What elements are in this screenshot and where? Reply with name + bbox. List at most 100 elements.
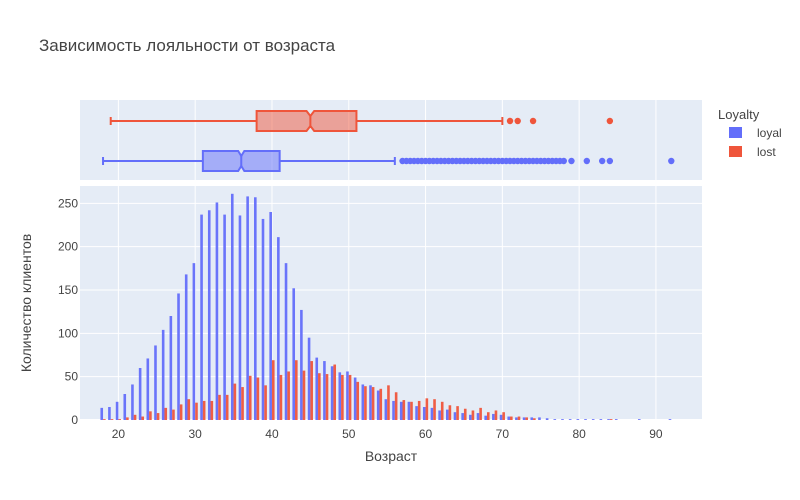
y-tick-label: 200 (58, 240, 78, 254)
y-axis-ticks: 0 50 100 150 200 250 (58, 196, 78, 427)
bar-loyal (138, 368, 142, 420)
histogram-background (80, 186, 702, 420)
bar-lost (218, 394, 221, 420)
bar-loyal (484, 415, 487, 420)
bar-lost (364, 386, 367, 420)
bar-lost (533, 418, 536, 420)
bar-loyal (192, 263, 196, 420)
bar-loyal (177, 293, 180, 420)
bar-lost (287, 371, 290, 420)
bar-loyal (292, 288, 296, 420)
bar-lost (233, 383, 237, 420)
bar-loyal (200, 214, 203, 420)
bar-lost (310, 361, 313, 420)
bar-loyal (614, 419, 618, 420)
legend-label-lost: lost (757, 145, 776, 159)
bar-loyal (115, 401, 119, 420)
bar-lost (118, 419, 121, 420)
bar-lost (295, 360, 298, 420)
bar-lost (325, 374, 329, 420)
box-loyal (102, 150, 675, 172)
bar-lost (110, 419, 114, 420)
bar-lost (394, 392, 398, 420)
bar-lost (525, 417, 528, 420)
bar-lost (417, 400, 421, 420)
bar-loyal (223, 214, 226, 420)
bar-lost (103, 419, 106, 420)
bar-lost (486, 412, 490, 420)
bar-loyal (453, 412, 457, 420)
bar-loyal (376, 390, 380, 420)
bar-lost (425, 398, 429, 420)
outlier-lost (506, 117, 514, 125)
legend-item-lost[interactable]: lost (729, 145, 776, 159)
bar-lost (248, 375, 252, 420)
bar-lost (410, 401, 413, 420)
bar-lost (179, 404, 183, 420)
bar-loyal (307, 337, 311, 420)
bar-loyal (246, 196, 249, 420)
legend-swatch-lost (729, 146, 742, 157)
bar-lost (271, 360, 275, 420)
x-tick-label: 60 (419, 427, 433, 441)
bar-lost (202, 400, 206, 420)
legend[interactable]: Loyalty loyal lost (718, 107, 782, 159)
bar-loyal (154, 345, 157, 420)
bar-loyal (553, 419, 557, 420)
x-tick-label: 40 (265, 427, 279, 441)
bar-lost (471, 410, 475, 420)
bar-lost (433, 399, 436, 420)
bar-lost (210, 400, 214, 420)
bar-loyal (184, 274, 188, 420)
x-axis-ticks: 20 30 40 50 60 70 80 90 (112, 427, 663, 441)
bar-loyal (392, 400, 395, 420)
bar-loyal (438, 410, 441, 420)
x-tick-label: 20 (112, 427, 126, 441)
outlier-loyal (668, 157, 675, 165)
y-tick-label: 50 (65, 370, 79, 384)
bar-loyal (522, 417, 526, 420)
x-tick-label: 80 (572, 427, 586, 441)
bar-loyal (215, 202, 219, 420)
chart-title: Зависимость лояльности от возраста (39, 36, 336, 55)
bar-loyal (415, 406, 418, 420)
bar-loyal (461, 413, 464, 420)
bar-loyal (476, 413, 480, 420)
outlier-loyal (598, 157, 606, 165)
bar-lost (479, 407, 482, 420)
bar-loyal (668, 419, 672, 420)
y-tick-label: 150 (58, 283, 78, 297)
bar-loyal (131, 384, 134, 420)
bar-loyal (584, 419, 587, 420)
bar-loyal (561, 419, 564, 420)
legend-item-loyal[interactable]: loyal (729, 126, 782, 140)
bar-lost (510, 416, 513, 420)
bar-loyal (207, 210, 211, 420)
bar-loyal (407, 401, 411, 420)
bar-loyal (445, 409, 449, 420)
bar-lost (279, 374, 283, 420)
bar-lost (517, 416, 521, 420)
x-tick-label: 30 (189, 427, 203, 441)
bar-loyal (300, 309, 303, 420)
bar-loyal (353, 377, 357, 420)
bar-loyal (576, 419, 580, 420)
outlier-loyal (606, 157, 614, 165)
bar-lost (133, 414, 137, 420)
bar-loyal (530, 417, 534, 420)
box-plot-background (80, 100, 702, 180)
x-axis-title: Возраст (365, 448, 418, 464)
bar-loyal (284, 263, 288, 420)
bar-loyal (499, 414, 503, 420)
box-body-lost (255, 110, 358, 132)
x-tick-label: 70 (496, 427, 510, 441)
legend-title: Loyalty (718, 107, 760, 122)
y-axis-title: Количество клиентов (18, 234, 34, 372)
bar-loyal (277, 237, 280, 420)
bar-lost (341, 374, 344, 420)
y-tick-label: 250 (58, 196, 78, 210)
bar-lost (333, 364, 337, 420)
bar-lost (195, 402, 198, 420)
bar-loyal (123, 394, 127, 420)
